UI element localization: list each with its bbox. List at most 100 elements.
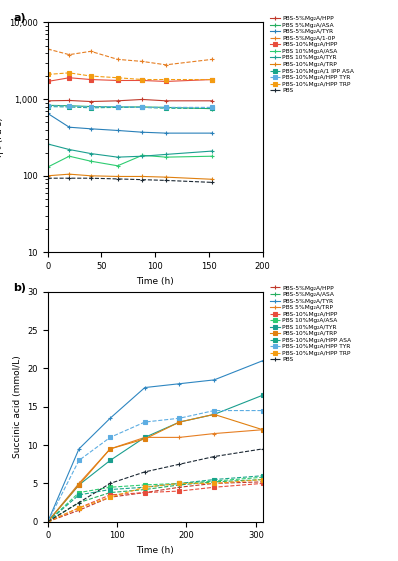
PBS-10%Mg₂A/1 IPP ASA bbox=[140, 104, 145, 111]
PBS-10%Mg₂A/TRP bbox=[260, 426, 265, 433]
Line: PBS 10%Mg₂A/TYR: PBS 10%Mg₂A/TYR bbox=[45, 141, 215, 159]
PBS-10%Mg₂A/HPP TRP bbox=[142, 484, 147, 490]
PBS-10%Mg₂A/HPP TYR bbox=[164, 104, 168, 111]
PBS-5%Mg₂A/TYR bbox=[76, 445, 81, 452]
PBS 5%Mg₂A/TRP bbox=[45, 518, 50, 525]
PBS-10%Mg₂A/HPP TYR bbox=[260, 407, 265, 414]
Line: PBS-5%Mg₂A/TYR: PBS-5%Mg₂A/TYR bbox=[45, 111, 215, 136]
PBS-5%Mg₂A/TYR bbox=[45, 518, 50, 525]
Legend: PBS-5%Mg₂A/HPP, PBS-5%Mg₂A/ASA, PBS-5%Mg₂A/TYR, PBS 5%Mg₂A/TRP, PBS-10%Mg₂A/HPP,: PBS-5%Mg₂A/HPP, PBS-5%Mg₂A/ASA, PBS-5%Mg… bbox=[270, 286, 351, 362]
PBS-5%Mg₂A/1-0P bbox=[67, 51, 72, 58]
PBS-10%Mg₂A/1 IPP ASA bbox=[115, 104, 120, 111]
Line: PBS-10%Mg₂A/HPP TRP: PBS-10%Mg₂A/HPP TRP bbox=[45, 71, 215, 82]
PBS-10%Mg₂A/HPP TRP bbox=[45, 518, 50, 525]
PBS-5%Mg₂A/ASA bbox=[108, 489, 113, 496]
PBS 5%Mg₂A/TRP bbox=[212, 430, 217, 437]
PBS-10%Mg₂A/TRP bbox=[140, 173, 145, 180]
PBS-10%Mg₂A/TRP bbox=[142, 435, 147, 442]
PBS 5%Mg₂A/ASA bbox=[88, 103, 93, 110]
PBS 10%Mg₂A/TYR bbox=[210, 148, 215, 154]
PBS-10%Mg₂A/HPP bbox=[108, 491, 113, 498]
PBS-10%Mg₂A/HPP TYR bbox=[67, 103, 72, 109]
PBS-10%Mg₂A/HPP TRP bbox=[115, 75, 120, 81]
PBS-10%Mg₂A/HPP ASA bbox=[76, 491, 81, 498]
PBS-5%Mg₂A/HPP bbox=[115, 98, 120, 104]
PBS-5%Mg₂A/HPP bbox=[67, 97, 72, 104]
Line: PBS 10%Mg₂A/TYR: PBS 10%Mg₂A/TYR bbox=[45, 393, 265, 524]
PBS-10%Mg₂A/TRP bbox=[210, 176, 215, 183]
PBS-10%Mg₂A/1 IPP ASA bbox=[45, 103, 50, 110]
PBS-10%Mg₂A/TRP bbox=[88, 172, 93, 179]
PBS-10%Mg₂A/HPP TRP bbox=[67, 70, 72, 76]
PBS-5%Mg₂A/TYR bbox=[67, 124, 72, 131]
PBS 5%Mg₂A/TRP bbox=[108, 445, 113, 452]
PBS-10%Mg₂A/HPP TYR bbox=[45, 518, 50, 525]
PBS-10%Mg₂A/TRP bbox=[76, 481, 81, 488]
PBS 10%Mg₂A/ASA bbox=[45, 518, 50, 525]
PBS-5%Mg₂A/TYR bbox=[210, 130, 215, 136]
PBS-10%Mg₂A/HPP ASA bbox=[108, 486, 113, 493]
PBS-10%Mg₂A/TRP bbox=[212, 411, 217, 418]
PBS-10%Mg₂A/HPP TYR bbox=[177, 415, 182, 422]
Line: PBS-10%Mg₂A/TRP: PBS-10%Mg₂A/TRP bbox=[45, 172, 215, 182]
Line: PBS-5%Mg₂A/HPP: PBS-5%Mg₂A/HPP bbox=[45, 97, 215, 104]
PBS-10%Mg₂A/HPP TYR bbox=[142, 419, 147, 425]
PBS 5%Mg₂A/TRP bbox=[142, 434, 147, 441]
PBS-5%Mg₂A/HPP bbox=[108, 494, 113, 500]
PBS-5%Mg₂A/ASA bbox=[212, 479, 217, 485]
PBS-5%Mg₂A/HPP bbox=[260, 479, 265, 485]
PBS 10%Mg₂A/ASA bbox=[212, 478, 217, 485]
Legend: PBS-5%Mg₂A/HPP, PBS 5%Mg₂A/ASA, PBS-5%Mg₂A/TYR, PBS-5%Mg₂A/1-0P, PBS-10%Mg₂A/HPP: PBS-5%Mg₂A/HPP, PBS 5%Mg₂A/ASA, PBS-5%Mg… bbox=[270, 16, 354, 93]
PBS bbox=[76, 499, 81, 506]
PBS 5%Mg₂A/ASA bbox=[140, 104, 145, 111]
Line: PBS-10%Mg₂A/HPP: PBS-10%Mg₂A/HPP bbox=[45, 75, 215, 84]
PBS-10%Mg₂A/HPP TYR bbox=[212, 407, 217, 414]
PBS-5%Mg₂A/HPP bbox=[210, 98, 215, 104]
PBS-5%Mg₂A/TYR bbox=[260, 357, 265, 364]
PBS-5%Mg₂A/TYR bbox=[142, 384, 147, 391]
PBS-10%Mg₂A/HPP TRP bbox=[210, 76, 215, 83]
PBS bbox=[88, 175, 93, 182]
PBS-5%Mg₂A/ASA bbox=[260, 476, 265, 483]
PBS-10%Mg₂A/TRP bbox=[177, 419, 182, 425]
PBS bbox=[45, 518, 50, 525]
PBS-10%Mg₂A/HPP TRP bbox=[88, 73, 93, 80]
PBS 10%Mg₂A/ASA bbox=[108, 484, 113, 490]
PBS-10%Mg₂A/HPP bbox=[177, 488, 182, 494]
PBS 10%Mg₂A/ASA bbox=[210, 153, 215, 159]
PBS-10%Mg₂A/HPP ASA bbox=[45, 518, 50, 525]
PBS-5%Mg₂A/HPP bbox=[76, 507, 81, 514]
PBS-10%Mg₂A/HPP TYR bbox=[210, 104, 215, 111]
PBS 5%Mg₂A/TRP bbox=[76, 480, 81, 487]
Line: PBS 10%Mg₂A/ASA: PBS 10%Mg₂A/ASA bbox=[45, 153, 215, 169]
Line: PBS-5%Mg₂A/1-0P: PBS-5%Mg₂A/1-0P bbox=[45, 47, 215, 67]
PBS 10%Mg₂A/TYR bbox=[45, 518, 50, 525]
Line: PBS-10%Mg₂A/HPP ASA: PBS-10%Mg₂A/HPP ASA bbox=[45, 473, 265, 524]
PBS 5%Mg₂A/ASA bbox=[164, 104, 168, 111]
PBS-5%Mg₂A/ASA bbox=[45, 518, 50, 525]
PBS-5%Mg₂A/HPP bbox=[45, 518, 50, 525]
PBS-10%Mg₂A/HPP TRP bbox=[212, 480, 217, 487]
PBS-10%Mg₂A/HPP bbox=[67, 75, 72, 81]
PBS-5%Mg₂A/TYR bbox=[108, 415, 113, 422]
PBS-5%Mg₂A/HPP bbox=[212, 480, 217, 487]
PBS 5%Mg₂A/ASA bbox=[67, 102, 72, 109]
PBS 10%Mg₂A/TYR bbox=[108, 457, 113, 464]
PBS-10%Mg₂A/HPP bbox=[45, 78, 50, 85]
PBS-10%Mg₂A/HPP bbox=[142, 489, 147, 496]
PBS bbox=[164, 177, 168, 184]
PBS 10%Mg₂A/TYR bbox=[260, 392, 265, 398]
PBS bbox=[45, 175, 50, 182]
PBS-5%Mg₂A/HPP bbox=[164, 98, 168, 104]
PBS 5%Mg₂A/TRP bbox=[260, 426, 265, 433]
Line: PBS-10%Mg₂A/1 IPP ASA: PBS-10%Mg₂A/1 IPP ASA bbox=[45, 104, 215, 111]
PBS bbox=[108, 480, 113, 487]
PBS-5%Mg₂A/TYR bbox=[45, 110, 50, 117]
PBS-10%Mg₂A/HPP ASA bbox=[212, 476, 217, 483]
PBS 10%Mg₂A/ASA bbox=[67, 153, 72, 159]
PBS 10%Mg₂A/TYR bbox=[115, 154, 120, 160]
PBS-10%Mg₂A/HPP TYR bbox=[88, 104, 93, 111]
PBS-5%Mg₂A/HPP bbox=[177, 484, 182, 490]
PBS-5%Mg₂A/HPP bbox=[142, 489, 147, 496]
PBS 10%Mg₂A/ASA bbox=[260, 474, 265, 481]
